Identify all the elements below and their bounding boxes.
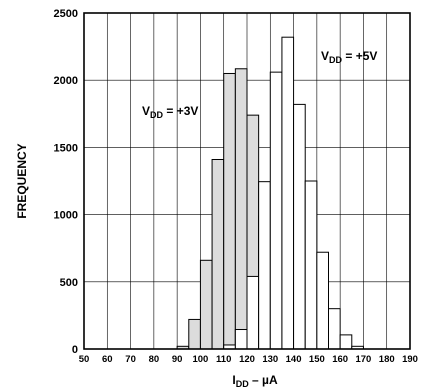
bar-vdd-5v — [316, 251, 330, 350]
x-tick-label: 130 — [262, 354, 278, 365]
x-axis-title: IDD – µA — [232, 373, 278, 389]
bar-vdd-3v — [199, 259, 213, 350]
bar-vdd-3v — [223, 72, 236, 350]
annotation-vdd-3v-main: V — [142, 104, 150, 118]
y-axis-title: FREQUENCY — [15, 143, 29, 218]
y-tick-label: 1500 — [54, 142, 78, 154]
bar-vdd-5v — [234, 329, 248, 350]
x-tick-label: 170 — [355, 354, 371, 365]
x-tick-label: 190 — [402, 354, 418, 365]
y-tick-label: 2500 — [54, 8, 78, 20]
annotation-vdd-5v-suffix: = +5V — [342, 49, 377, 63]
bar-vdd-3v — [188, 318, 201, 350]
x-tick-label: 100 — [192, 354, 208, 365]
bar-vdd-3v — [211, 158, 225, 350]
bar-vdd-5v — [304, 180, 318, 350]
x-tick-label: 60 — [102, 354, 113, 365]
annotation-vdd-5v-main: V — [321, 49, 329, 63]
annotation-vdd-3v: VDD = +3V — [142, 104, 198, 120]
annotation-vdd-3v-sub: DD — [150, 110, 163, 120]
x-tick-labels: 50 60 70 80 90 100 110 120 130 140 150 160 170 180 190 — [79, 354, 418, 365]
bar-vdd-3v — [234, 68, 248, 350]
y-tick-labels: 0 500 1000 1500 2000 2500 — [54, 8, 78, 356]
x-tick-label: 150 — [309, 354, 325, 365]
annotation-vdd-5v: VDD = +5V — [321, 49, 377, 65]
y-tick-label: 1000 — [54, 210, 78, 222]
bar-vdd-5v — [328, 308, 341, 350]
x-tick-label: 120 — [239, 354, 255, 365]
series-vdd-5v-bars — [223, 36, 364, 350]
x-tick-label: 180 — [379, 354, 395, 365]
y-tick-label: 0 — [72, 344, 78, 356]
bar-vdd-5v — [281, 36, 295, 350]
bar-vdd-5v — [293, 103, 306, 350]
bar-vdd-5v — [246, 275, 260, 350]
x-axis-title-main: I — [232, 373, 235, 387]
bar-vdd-5v — [339, 334, 353, 350]
x-tick-label: 80 — [149, 354, 160, 365]
x-tick-label: 140 — [286, 354, 302, 365]
annotation-vdd-5v-sub: DD — [329, 55, 342, 65]
x-tick-label: 90 — [172, 354, 183, 365]
x-axis-title-sub: DD — [236, 379, 249, 389]
y-tick-label: 2000 — [54, 75, 78, 87]
x-tick-label: 50 — [79, 354, 90, 365]
plot-frame — [83, 12, 411, 350]
x-axis-title-suffix: – µA — [249, 373, 278, 387]
y-tick-label: 500 — [60, 277, 78, 289]
x-tick-label: 110 — [216, 354, 231, 365]
x-tick-label: 70 — [125, 354, 136, 365]
annotation-vdd-3v-suffix: = +3V — [163, 104, 198, 118]
x-tick-label: 160 — [332, 354, 348, 365]
bar-vdd-5v — [258, 181, 271, 350]
bar-vdd-5v — [269, 71, 283, 350]
